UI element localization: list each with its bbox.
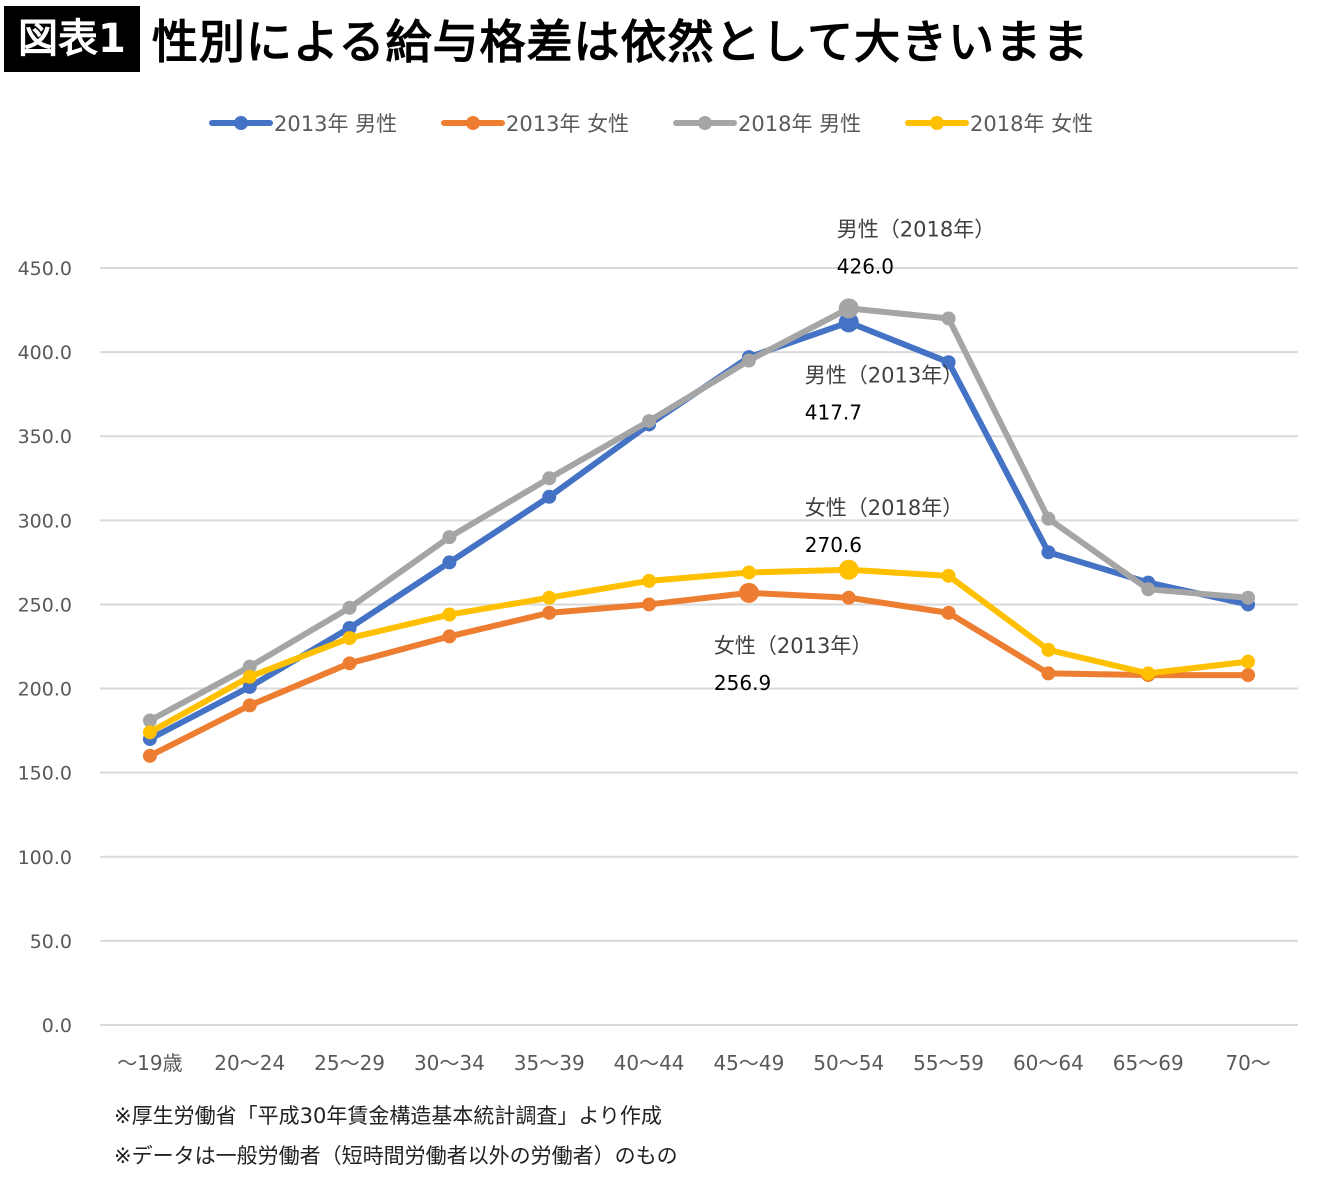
- y-tick-label: 200.0: [18, 679, 72, 701]
- data-point: [142, 748, 157, 763]
- chart-header: 図表1 性別による給与格差は依然として大きいまま: [4, 6, 1089, 72]
- x-tick-label: 20～24: [214, 1051, 285, 1075]
- data-point: [642, 573, 657, 588]
- footnote-note: ※データは一般労働者（短時間労働者以外の労働者）のもの: [114, 1144, 678, 1168]
- data-point: [242, 679, 257, 694]
- footnote-source: ※厚生労働省「平成30年賃金構造基本統計調査」より作成: [114, 1104, 662, 1128]
- data-point: [642, 597, 657, 612]
- data-point: [542, 605, 557, 620]
- legend-label: 2018年 女性: [970, 112, 1093, 136]
- data-point: [941, 605, 956, 620]
- data-point: [142, 725, 157, 740]
- data-point: [542, 471, 557, 486]
- annotation-value: 256.9: [714, 671, 771, 695]
- x-tick-label: 30～34: [414, 1051, 485, 1075]
- x-tick-label: 25～29: [314, 1051, 385, 1075]
- data-point: [342, 620, 357, 635]
- y-tick-label: 0.0: [42, 1015, 72, 1037]
- y-tick-label: 50.0: [30, 931, 72, 953]
- data-point: [242, 669, 257, 684]
- x-tick-label: 65～69: [1113, 1051, 1184, 1075]
- data-point: [1241, 668, 1256, 683]
- data-point: [542, 489, 557, 504]
- data-point: [342, 600, 357, 615]
- x-tick-label: 50～54: [813, 1051, 884, 1075]
- annotation-label: 女性（2018年）: [805, 496, 963, 520]
- legend-label: 2018年 男性: [738, 112, 861, 136]
- y-tick-label: 250.0: [18, 594, 72, 616]
- data-point: [1041, 666, 1056, 681]
- annotation-label: 男性（2018年）: [837, 217, 995, 241]
- data-point: [442, 607, 457, 622]
- x-tick-label: 55～59: [913, 1051, 984, 1075]
- data-point: [142, 713, 157, 728]
- data-point: [741, 353, 756, 368]
- data-point: [838, 312, 859, 333]
- data-point: [242, 659, 257, 674]
- data-point: [1041, 642, 1056, 657]
- y-tick-label: 350.0: [18, 426, 72, 448]
- y-tick-label: 300.0: [18, 510, 72, 532]
- data-point: [838, 298, 859, 319]
- legend-swatch-marker: [930, 116, 944, 130]
- data-point: [442, 629, 457, 644]
- data-point: [442, 530, 457, 545]
- data-point: [941, 568, 956, 583]
- figure-badge: 図表1: [4, 6, 140, 72]
- x-tick-label: ～19歳: [117, 1051, 182, 1075]
- annotation-value: 426.0: [837, 254, 894, 278]
- annotation-value: 270.6: [805, 533, 862, 557]
- data-point: [941, 311, 956, 326]
- legend-label: 2013年 男性: [274, 112, 397, 136]
- data-point: [941, 355, 956, 370]
- x-tick-label: 40～44: [614, 1051, 685, 1075]
- y-tick-label: 150.0: [18, 763, 72, 785]
- data-point: [542, 590, 557, 605]
- data-point: [442, 555, 457, 570]
- data-point: [1041, 545, 1056, 560]
- legend-swatch-marker: [466, 116, 480, 130]
- annotation-label: 男性（2013年）: [805, 363, 963, 387]
- annotation-label: 女性（2013年）: [714, 634, 872, 658]
- data-point: [1241, 654, 1256, 669]
- data-point: [1041, 511, 1056, 526]
- x-tick-label: 35～39: [514, 1051, 585, 1075]
- x-tick-label: 70～: [1225, 1051, 1270, 1075]
- data-point: [642, 414, 657, 429]
- x-tick-label: 60～64: [1013, 1051, 1084, 1075]
- legend-swatch-marker: [698, 116, 712, 130]
- series-line: [146, 305, 1252, 724]
- data-point: [342, 631, 357, 646]
- legend-swatch-marker: [234, 116, 248, 130]
- data-point: [242, 698, 257, 713]
- y-tick-label: 450.0: [18, 258, 72, 280]
- annotation-value: 417.7: [805, 400, 862, 424]
- data-point: [738, 582, 759, 603]
- data-point: [1141, 666, 1156, 681]
- chart-title: 性別による給与格差は依然として大きいまま: [151, 15, 1090, 69]
- data-point: [741, 565, 756, 580]
- data-point: [838, 559, 859, 580]
- data-point: [841, 590, 856, 605]
- series-line: [146, 589, 1252, 759]
- data-point: [1241, 590, 1256, 605]
- legend-label: 2013年 女性: [506, 112, 629, 136]
- x-tick-label: 45～49: [713, 1051, 784, 1075]
- series-line: [146, 566, 1252, 736]
- data-point: [342, 656, 357, 671]
- y-tick-label: 100.0: [18, 847, 72, 869]
- y-tick-label: 400.0: [18, 342, 72, 364]
- data-point: [1141, 582, 1156, 597]
